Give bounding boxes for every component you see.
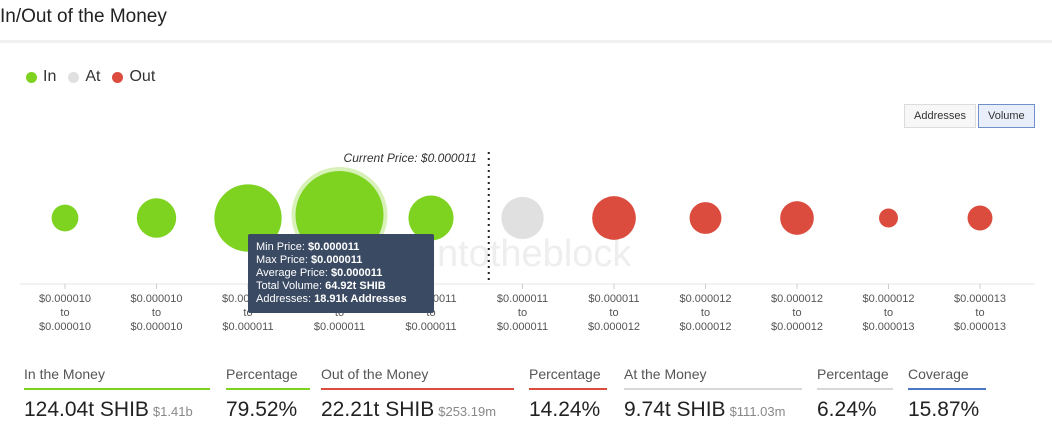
x-tick-label: $0.000010 xyxy=(131,321,183,333)
x-tick-label: to xyxy=(426,307,435,319)
addresses-button[interactable]: Addresses xyxy=(904,104,976,128)
stat-coverage-label: Coverage xyxy=(908,366,986,390)
stat-coverage-value: 15.87% xyxy=(908,398,980,421)
chart-legend: In At Out xyxy=(26,68,155,86)
volume-button[interactable]: Volume xyxy=(977,104,1035,128)
x-tick-label: $0.000010 xyxy=(39,293,91,305)
legend-item-in[interactable]: In xyxy=(26,68,56,86)
bubble-chart: intotheblock Current Price: $0.000011 $0.0… xyxy=(20,151,1035,333)
x-tick-label: $0.000011 xyxy=(497,293,548,305)
stat-out-of-the-money: Out of the Money 22.21t SHIB $253.19m xyxy=(321,366,514,422)
bubble-out xyxy=(967,205,993,231)
stat-in-money-label: In the Money xyxy=(24,366,210,390)
x-tick-label: $0.000011 xyxy=(222,321,273,333)
bubble-out xyxy=(780,201,814,235)
stat-coverage: Coverage 15.87% xyxy=(908,366,986,422)
stat-out-money-label: Out of the Money xyxy=(321,366,514,390)
x-tick-label: $0.000011 xyxy=(405,321,456,333)
legend-at-label: At xyxy=(85,68,101,85)
tooltip-avg-price: Average Price: $0.000011 xyxy=(256,267,383,279)
x-tick-label: $0.000011 xyxy=(588,293,639,305)
stat-at-percentage: Percentage 6.24% xyxy=(817,366,893,422)
stat-at-money-label: At the Money xyxy=(624,366,802,390)
stat-in-percentage: Percentage 79.52% xyxy=(226,366,310,422)
bubble-out xyxy=(689,202,722,234)
stat-at-the-money: At the Money 9.74t SHIB $111.03m xyxy=(624,366,802,422)
bubble-at xyxy=(501,196,544,240)
x-tick-label: $0.000011 xyxy=(497,321,548,333)
x-tick-label: to xyxy=(518,307,527,319)
metric-toggle: Addresses Volume xyxy=(904,104,1035,128)
legend-in-swatch xyxy=(26,71,37,83)
stat-at-pct-value: 6.24% xyxy=(817,398,877,421)
stat-out-money-value: 22.21t SHIB $253.19m xyxy=(321,398,497,421)
x-tick-label: $0.000012 xyxy=(680,321,732,333)
bubble-in xyxy=(408,195,454,241)
x-tick-label: to xyxy=(60,307,69,319)
x-tick-label: $0.000012 xyxy=(771,321,823,333)
bubble-out xyxy=(879,208,898,228)
x-tick-label: $0.000012 xyxy=(771,293,823,305)
chart-watermark: intotheblock xyxy=(429,233,633,275)
x-tick-label: to xyxy=(884,307,893,319)
stat-in-money-value: 124.04t SHIB $1.41b xyxy=(24,398,193,421)
stat-out-pct-value: 14.24% xyxy=(529,398,601,421)
tooltip-addresses: Addresses: 18.91k Addresses xyxy=(256,293,407,305)
stat-at-money-value: 9.74t SHIB $111.03m xyxy=(624,398,786,421)
current-price-label: Current Price: $0.000011 xyxy=(344,151,477,165)
bubble-in xyxy=(51,204,79,232)
x-tick-label: to xyxy=(152,307,161,319)
stat-in-the-money: In the Money 124.04t SHIB $1.41b xyxy=(24,366,210,422)
stat-out-pct-label: Percentage xyxy=(529,366,607,390)
legend-out-swatch xyxy=(112,71,124,83)
bubble-in xyxy=(136,198,177,238)
page-title: In/Out of the Money xyxy=(0,6,167,27)
x-tick-label: to xyxy=(792,307,801,319)
tooltip-min-price: Min Price: $0.000011 xyxy=(256,241,360,253)
summary-stats: In the Money 124.04t SHIB $1.41b Percenta… xyxy=(0,366,1052,436)
x-tick-label: $0.000012 xyxy=(863,293,915,305)
x-tick-label: to xyxy=(701,307,710,319)
stat-at-pct-label: Percentage xyxy=(817,366,893,390)
tooltip-max-price: Max Price: $0.000011 xyxy=(256,254,363,266)
tooltip-total-volume: Total Volume: 64.92t SHIB xyxy=(256,280,386,292)
x-tick-label: to xyxy=(975,307,984,319)
x-tick-label: $0.000011 xyxy=(314,321,365,333)
legend-item-at[interactable]: At xyxy=(68,68,100,86)
legend-at-swatch xyxy=(68,71,80,83)
x-tick-label: $0.000010 xyxy=(39,321,91,333)
x-tick-label: to xyxy=(243,307,252,319)
stat-in-pct-label: Percentage xyxy=(226,366,310,390)
legend-in-label: In xyxy=(43,68,57,85)
x-tick-label: $0.000013 xyxy=(954,321,1006,333)
x-tick-label: $0.000013 xyxy=(954,293,1006,305)
stat-out-percentage: Percentage 14.24% xyxy=(529,366,607,422)
x-tick-label: $0.000013 xyxy=(863,321,915,333)
legend-item-out[interactable]: Out xyxy=(112,68,155,86)
legend-out-label: Out xyxy=(129,68,156,85)
chart-tooltip: Min Price: $0.000011 Max Price: $0.00001… xyxy=(248,234,434,313)
x-tick-label: to xyxy=(609,307,618,319)
bubble-out xyxy=(592,196,636,240)
x-tick-label: $0.000012 xyxy=(680,293,732,305)
title-divider xyxy=(0,40,1052,43)
x-tick-label: $0.000010 xyxy=(131,293,183,305)
x-tick-label: $0.000012 xyxy=(588,321,640,333)
x-tick-label: to xyxy=(335,307,344,319)
stat-in-pct-value: 79.52% xyxy=(226,398,298,421)
